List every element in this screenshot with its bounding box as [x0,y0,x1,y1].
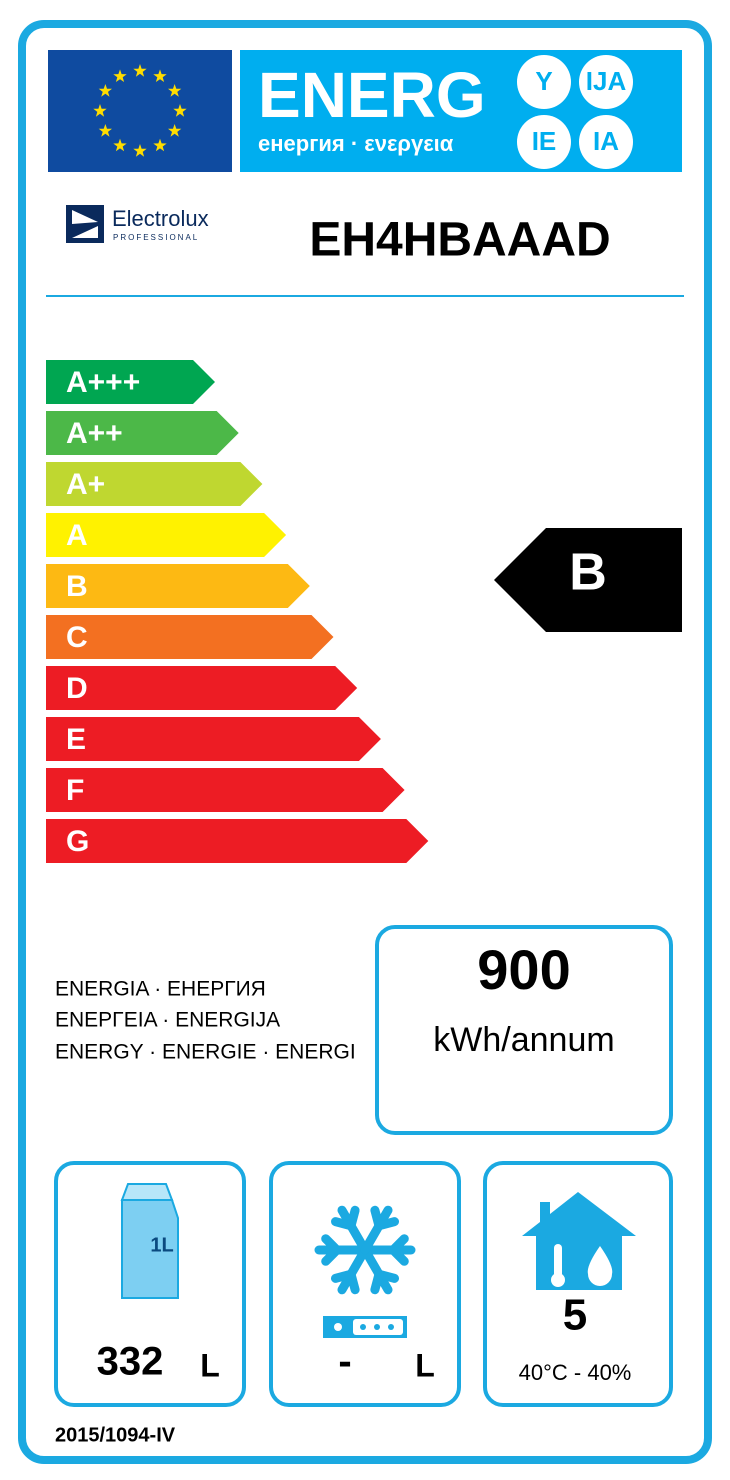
flake-branch [346,1205,360,1231]
flake-arm [337,1245,370,1295]
class-label: A [66,519,88,552]
regulation: 2015/1094-IV [55,1424,176,1446]
class-arrow [46,462,263,506]
suffix-circle [579,115,633,169]
suffix-label: IE [532,126,557,156]
energy-caption: ENERGIA · ЕНЕРГИЯ [55,978,266,1001]
climate-range: 40°C - 40% [519,1360,632,1385]
freezer-strip [323,1316,407,1338]
flake-branch [370,1269,384,1295]
climate-class: 5 [563,1291,587,1340]
storage-volume: 332 [97,1340,164,1384]
class-label: A+++ [66,366,140,399]
frozen-box [269,1161,461,1407]
class-arrow [46,666,358,710]
header-subtitle: енергия · ενεργεια [258,131,454,156]
eu-star [168,84,182,97]
eu-star [133,144,147,157]
flake-arm [337,1205,370,1255]
brand-logo [66,205,104,243]
class-label: D [66,672,88,705]
eu-star [168,124,182,137]
model-id: EH4HBAAAD [309,214,610,267]
suffix-circle [517,115,571,169]
class-label: A+ [66,468,105,501]
class-label: A++ [66,417,123,450]
frozen-unit: L [415,1347,435,1383]
flake-arm [360,1205,393,1255]
eu-star [98,84,112,97]
class-arrow [46,615,334,659]
class-arrow [46,513,287,557]
class-arrow [46,360,215,404]
header-suffixes: Y IJA IE IA [517,55,633,169]
class-arrow [46,819,429,863]
brand-sub: PROFESSIONAL [113,233,199,242]
class-label: E [66,723,86,756]
class-arrow [46,768,405,812]
flake-arm [360,1245,393,1295]
eu-star [173,104,187,117]
consumption-box [375,925,673,1135]
flake-branch [331,1269,356,1283]
eu-stars [93,64,187,157]
snowflake-icon [314,1205,416,1295]
flake-branch [388,1245,409,1266]
eu-star [153,69,167,82]
storage-unit: L [200,1347,220,1383]
eu-star [98,124,112,137]
energy-caption: ΕΝΕΡΓΕΙΑ · ENERGIJA [55,1009,280,1032]
suffix-label: IJA [586,66,627,96]
class-arrow [46,717,381,761]
house-icon [522,1192,636,1290]
energy-caption: ENERGY · ENERGIE · ENERGI [55,1041,356,1064]
class-arrow [46,411,239,455]
suffix-circle [579,55,633,109]
eu-star [133,64,147,77]
suffix-label: Y [535,66,552,96]
eu-star [93,104,107,117]
class-label: C [66,621,88,654]
flake-branch [374,1217,399,1231]
suffix-label: IA [593,126,619,156]
eu-star [153,138,167,152]
consumption-value: 900 [477,938,570,1001]
eu-star [113,69,127,82]
eu-star [113,138,127,152]
brand-name: Electrolux [112,206,209,231]
climate-box [483,1161,673,1407]
consumption-unit: kWh/annum [433,1021,614,1059]
class-label: F [66,774,84,807]
carton-label: 1L [150,1234,173,1256]
flake-branch [321,1234,342,1255]
carton-icon [120,1183,179,1299]
rating-label: B [569,544,607,602]
header-title: ENERG [258,59,486,131]
class-label: B [66,570,88,603]
class-arrow [46,564,310,608]
class-label: G [66,825,89,858]
frozen-volume: - [338,1340,351,1384]
storage-box [54,1161,246,1407]
rating-arrow [494,528,682,632]
suffix-circle [517,55,571,109]
